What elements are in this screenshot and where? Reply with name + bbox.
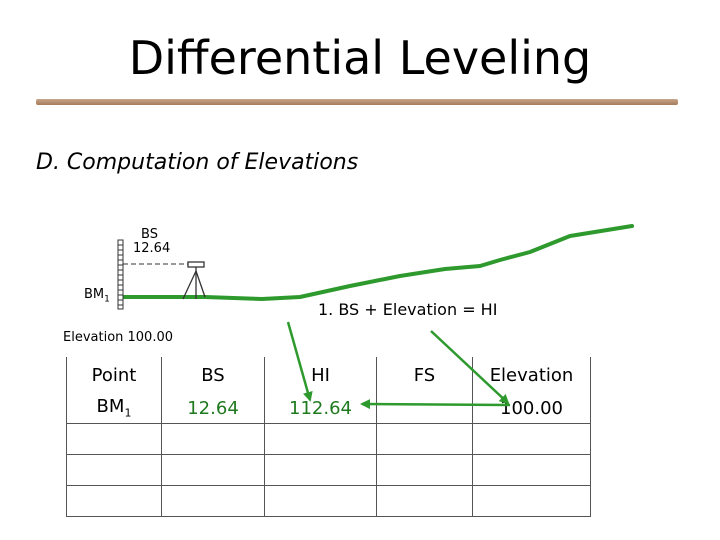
bs-label: BS xyxy=(141,227,158,242)
level-instrument xyxy=(182,261,206,300)
header-fs: FS xyxy=(376,357,473,393)
table-header-row: Point BS HI FS Elevation xyxy=(66,357,591,393)
cell-elevation: 100.00 xyxy=(472,393,591,424)
section-heading: D. Computation of Elevations xyxy=(36,150,359,175)
header-elevation: Elevation xyxy=(472,357,591,393)
header-bs: BS xyxy=(161,357,265,393)
empty-cell xyxy=(161,485,265,517)
page-title: Differential Leveling xyxy=(128,31,592,85)
cell-point: BM1 xyxy=(66,393,162,424)
empty-cell xyxy=(264,485,377,517)
cell-hi: 112.64 xyxy=(264,393,377,424)
cell-bs: 12.64 xyxy=(161,393,265,424)
benchmark-label: BM1 xyxy=(84,287,110,305)
ground-line xyxy=(120,224,634,301)
table-row xyxy=(66,423,591,455)
empty-cell xyxy=(264,454,377,486)
header-point: Point xyxy=(66,357,162,393)
empty-cell xyxy=(66,423,162,455)
table-row xyxy=(66,454,591,486)
empty-cell xyxy=(161,423,265,455)
field-notes-table: Point BS HI FS Elevation BM1 12.64 112.6… xyxy=(66,357,591,517)
empty-cell xyxy=(66,454,162,486)
cell-fs xyxy=(376,393,473,424)
empty-cell xyxy=(472,485,591,517)
empty-cell xyxy=(376,454,473,486)
hi-equation: 1. BS + Elevation = HI xyxy=(318,300,498,319)
bs-reading: 12.64 xyxy=(133,241,171,256)
empty-cell xyxy=(376,485,473,517)
header-hi: HI xyxy=(264,357,377,393)
empty-cell xyxy=(376,423,473,455)
empty-cell xyxy=(472,454,591,486)
empty-cell xyxy=(264,423,377,455)
empty-cell xyxy=(472,423,591,455)
empty-cell xyxy=(66,485,162,517)
table-row xyxy=(66,485,591,517)
title-divider xyxy=(36,99,678,105)
empty-cell xyxy=(161,454,265,486)
benchmark-elevation: Elevation 100.00 xyxy=(63,330,174,345)
leveling-rod xyxy=(117,239,124,310)
table-row: BM1 12.64 112.64 100.00 xyxy=(66,393,591,424)
